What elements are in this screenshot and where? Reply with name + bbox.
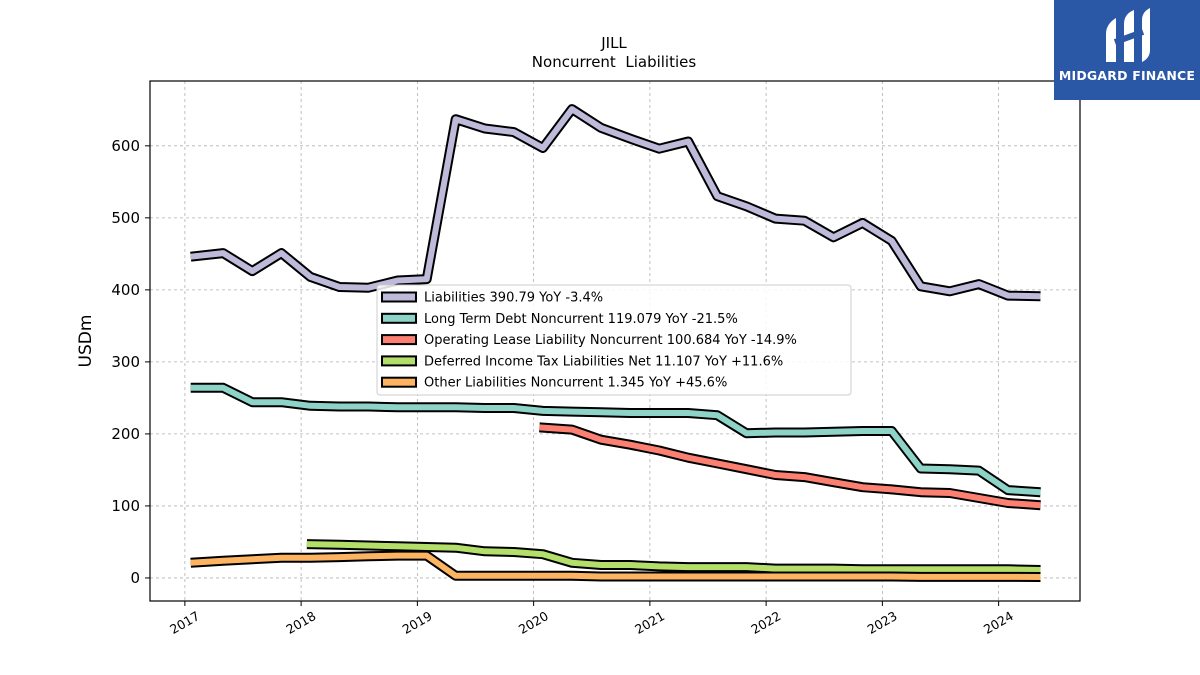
series-line <box>539 424 1041 509</box>
legend-swatch <box>381 291 417 303</box>
chart-title: JILL <box>600 34 627 52</box>
chart-subtitle: Noncurrent Liabilities <box>532 53 697 71</box>
brand-name: MIDGARD FINANCE <box>1058 68 1196 83</box>
legend-swatch <box>381 334 417 346</box>
y-tick-label: 500 <box>111 209 140 227</box>
y-tick-label: 400 <box>111 281 140 299</box>
legend-entry: Deferred Income Tax Liabilities Net 11.1… <box>424 354 783 369</box>
legend-entry: Long Term Debt Noncurrent 119.079 YoY -2… <box>424 312 738 327</box>
x-tick-label: 2019 <box>400 608 435 637</box>
legend-swatch <box>381 355 417 367</box>
series-line <box>190 552 1041 580</box>
y-tick-label: 100 <box>111 497 140 515</box>
y-tick-label: 0 <box>130 569 140 587</box>
legend-box <box>376 284 852 396</box>
x-tick-label: 2017 <box>167 608 202 637</box>
brand-mark-icon <box>1106 8 1150 62</box>
x-tick-label: 2020 <box>516 608 551 637</box>
brand-logo: MIDGARD FINANCE <box>1054 0 1200 100</box>
x-tick-label: 2024 <box>981 608 1016 637</box>
legend-entry: Other Liabilities Noncurrent 1.345 YoY +… <box>424 376 727 391</box>
y-tick-label: 300 <box>111 353 140 371</box>
x-tick-label: 2021 <box>632 608 667 637</box>
x-tick-label: 2018 <box>283 608 318 637</box>
y-tick-label: 600 <box>111 137 140 155</box>
x-tick-label: 2023 <box>865 608 900 637</box>
series-line <box>306 541 1041 573</box>
plot-frame <box>149 80 1081 602</box>
series-line <box>190 106 1041 300</box>
series-line <box>190 384 1041 496</box>
x-tick-label: 2022 <box>748 608 783 637</box>
y-axis-label: USDm <box>76 315 96 368</box>
legend-entry: Operating Lease Liability Noncurrent 100… <box>424 333 797 348</box>
y-axis: 0 100 200 300 400 500 600 <box>111 137 150 587</box>
legend: Liabilities 390.79 YoY -3.4% Long Term De… <box>376 284 852 396</box>
legend-swatch <box>381 312 417 324</box>
series-line-outline <box>190 104 1041 302</box>
x-axis: 2017 2018 2019 2020 2021 2022 2023 2024 <box>167 601 1016 637</box>
legend-swatch <box>381 376 417 388</box>
legend-entry: Liabilities 390.79 YoY -3.4% <box>424 291 603 306</box>
y-tick-label: 200 <box>111 425 140 443</box>
series-lines <box>190 104 1041 582</box>
